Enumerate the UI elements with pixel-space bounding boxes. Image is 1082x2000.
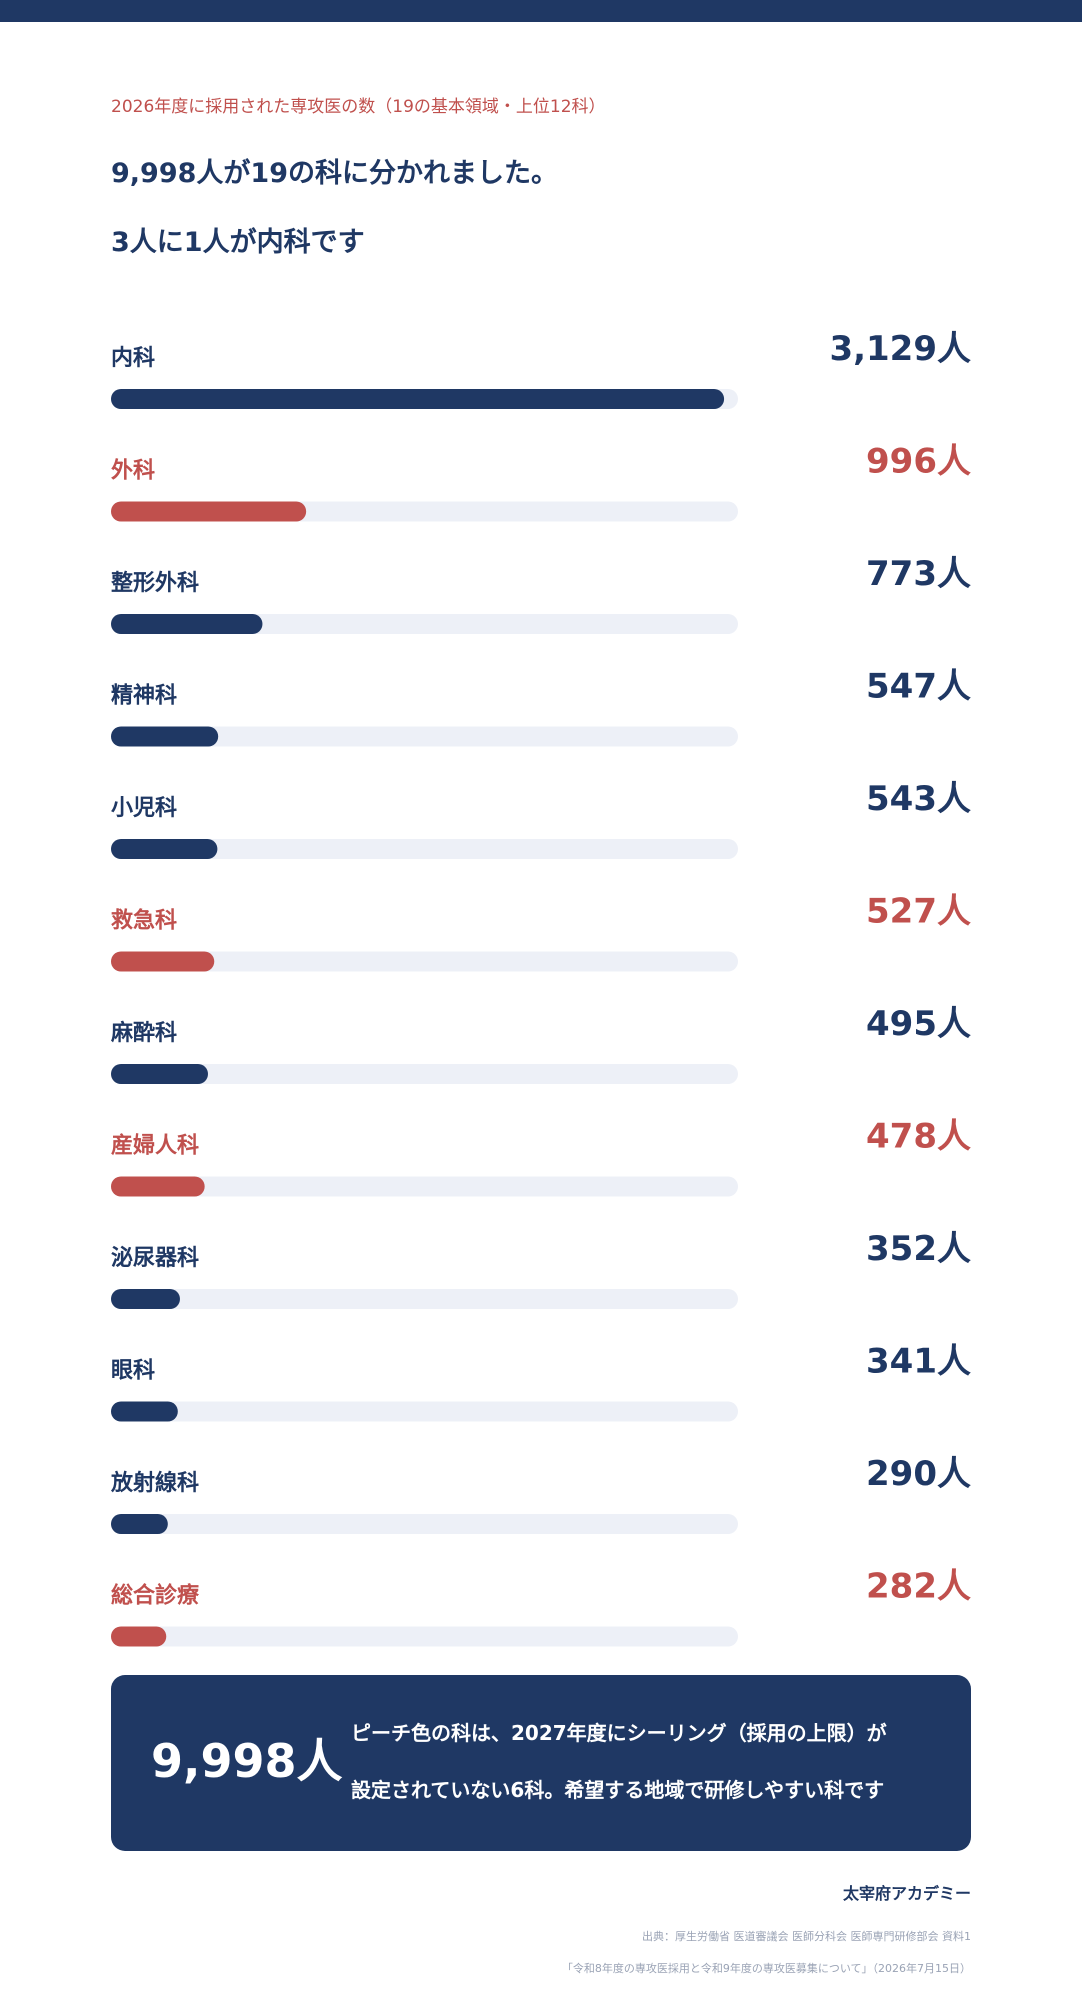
top-accent-strip	[0, 0, 1082, 22]
value-label: 478人	[866, 1117, 971, 1157]
bar-row: 放射線科 290人	[110, 1454, 971, 1534]
category-label: 眼科	[111, 1359, 155, 1384]
bar-track	[111, 726, 738, 747]
bar-track	[111, 1401, 738, 1422]
value-label: 996人	[866, 442, 971, 482]
brand-name: 太宰府アカデミー	[842, 1884, 971, 1903]
category-label: 泌尿器科	[111, 1245, 199, 1271]
category-label: 外科	[111, 458, 155, 484]
bar-row: 泌尿器科 352人	[111, 1229, 971, 1309]
summary-panel: 9,998人 ピーチ色の科は、2027年度にシーリング（採用の上限）が 設定され…	[111, 1675, 971, 1851]
value-label: 773人	[866, 554, 971, 594]
summary-note-line-2: 設定されていない6科。希望する地域で研修しやすい科です	[351, 1778, 885, 1802]
bar	[111, 1176, 205, 1197]
category-label: 産婦人科	[111, 1133, 199, 1159]
bar-track	[111, 839, 738, 859]
bar-track	[111, 1289, 738, 1309]
category-label: 麻酔科	[110, 1020, 177, 1046]
value-label: 543人	[866, 779, 971, 819]
bar	[111, 614, 263, 634]
bar	[111, 1401, 178, 1422]
category-label: 精神科	[111, 683, 177, 709]
bar-row: 総合診療 282人	[111, 1567, 971, 1647]
category-label: 内科	[111, 346, 155, 371]
headline-ratio: 3人に1人が内科です	[111, 227, 365, 258]
bar-track	[111, 614, 738, 634]
bar-row: 産婦人科 478人	[111, 1117, 971, 1197]
category-label: 小児科	[111, 796, 177, 821]
category-label: 整形外科	[111, 570, 199, 596]
source-line-2: 「令和8年度の専攻医採用と令和9年度の専攻医募集について」（2026年7月15日…	[561, 1962, 971, 1975]
bar-row: 整形外科 773人	[111, 554, 971, 634]
category-label: 救急科	[111, 908, 177, 934]
value-label: 341人	[866, 1342, 971, 1382]
source-line-1: 出典：厚生労働省 医道審議会 医師分科会 医師専門研修部会 資料1	[642, 1930, 971, 1943]
bar	[111, 501, 307, 522]
bar-row: 眼科 341人	[111, 1342, 971, 1422]
category-label: 総合診療	[111, 1583, 199, 1609]
bar-track	[111, 951, 738, 972]
bar	[111, 726, 219, 747]
headline-total: 9,998人が19の科に分かれました。	[111, 158, 558, 189]
value-label: 3,129人	[829, 329, 971, 369]
bar	[111, 1626, 167, 1647]
bar	[111, 1064, 208, 1084]
category-label: 放射線科	[110, 1470, 199, 1496]
bar	[111, 389, 725, 409]
chart-subtitle: 2026年度に採用された専攻医の数（19の基本領域・上位12科）	[111, 97, 606, 117]
summary-note-line-1: ピーチ色の科は、2027年度にシーリング（採用の上限）が	[351, 1721, 887, 1745]
bar-row: 救急科 527人	[111, 892, 971, 972]
bar-row: 麻酔科 495人	[110, 1004, 971, 1084]
bar-row: 内科 3,129人	[111, 329, 971, 409]
value-label: 547人	[866, 667, 971, 707]
bar	[111, 839, 218, 859]
value-label: 290人	[866, 1454, 971, 1494]
bar-row: 小児科 543人	[111, 779, 971, 859]
bar	[111, 1289, 180, 1309]
value-label: 495人	[866, 1004, 971, 1044]
bar-track	[111, 1514, 738, 1534]
value-label: 527人	[866, 892, 971, 932]
bar-track	[111, 1176, 738, 1197]
value-label: 282人	[866, 1567, 971, 1607]
bar-track	[111, 1626, 738, 1647]
bar-row: 外科 996人	[111, 442, 971, 522]
bar	[111, 951, 215, 972]
bar	[111, 1514, 168, 1534]
summary-total: 9,998人	[151, 1734, 343, 1788]
value-label: 352人	[866, 1229, 971, 1269]
bar-track	[111, 1064, 738, 1084]
bar-row: 精神科 547人	[111, 667, 971, 747]
